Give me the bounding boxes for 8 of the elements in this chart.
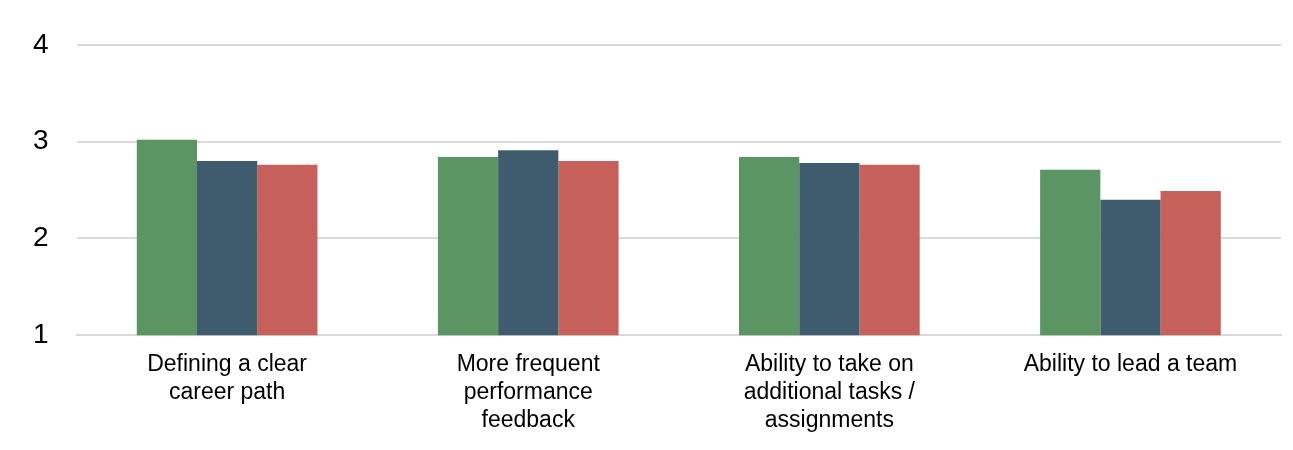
x-tick-label: Defining a clear career path (147, 350, 308, 404)
y-tick-label: 1 (32, 317, 49, 349)
x-tick-label: Ability to take on additional tasks / assignments (743, 350, 916, 432)
x-tick-label: More frequent performance feedback (456, 350, 601, 432)
x-tick-label: Ability to lead a team (1023, 350, 1238, 377)
y-tick-label: 2 (32, 221, 49, 253)
y-tick-label: 3 (32, 124, 49, 156)
y-tick-label: 4 (32, 27, 49, 59)
